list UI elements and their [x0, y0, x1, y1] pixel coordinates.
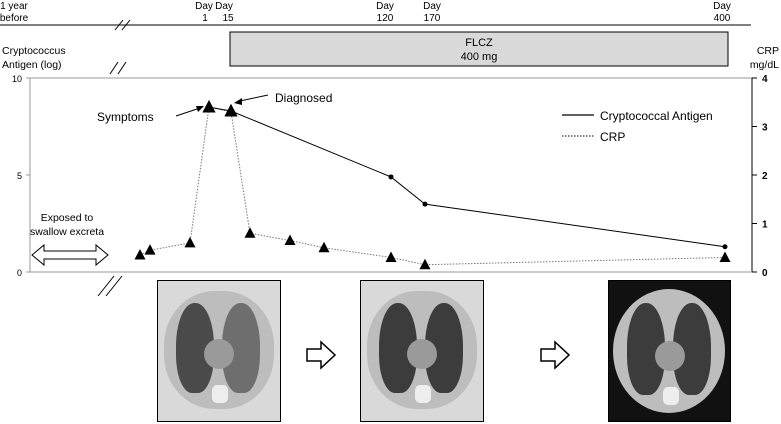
- crp-data-point: [144, 244, 156, 255]
- ct-scan-day1: [157, 280, 281, 422]
- symptoms-arrowhead: [196, 106, 204, 112]
- exposed-label-line2: swallow excreta: [30, 226, 104, 238]
- timeline-label-1-line2: 1: [202, 13, 208, 24]
- treatment-name: FLCZ: [465, 37, 493, 49]
- crp-data-point: [318, 241, 330, 253]
- timeline-break: [114, 19, 131, 31]
- antigen-data-point: [422, 201, 428, 207]
- timeline-label-5-line1: Day: [713, 1, 731, 12]
- timeline-label-2-line2: 15: [222, 13, 234, 24]
- left-axis-tick-label: 0: [17, 268, 22, 278]
- crp-data-point: [719, 251, 731, 262]
- antigen-data-point: [224, 103, 238, 117]
- progress-arrow-1: [306, 340, 336, 370]
- diagnosed-arrowhead: [234, 98, 242, 105]
- exposed-label-line1: Exposed to: [41, 212, 94, 224]
- legend-antigen-label: Cryptococcal Antigen: [600, 109, 713, 123]
- axis-break-bottom: [97, 275, 123, 297]
- ct-scan-day400: [608, 280, 731, 422]
- crp-data-point: [385, 251, 397, 262]
- crp-data-point: [184, 236, 196, 248]
- diagnosed-label: Diagnosed: [275, 91, 332, 105]
- timeline-label-3-line1: Day: [376, 1, 394, 12]
- ct-scan-day170: [360, 280, 484, 422]
- treatment-bar: [229, 31, 729, 67]
- axis-break-top: [109, 61, 127, 75]
- progress-arrow-2: [540, 340, 570, 370]
- left-axis-title-line2: Antigen (log): [2, 59, 62, 71]
- exposure-double-arrow: [31, 243, 109, 267]
- left-axis-tick-label: 10: [12, 74, 22, 84]
- crp-data-point: [419, 258, 431, 270]
- right-axis-tick-label: 2: [762, 171, 768, 182]
- antigen-series-line: [208, 106, 726, 248]
- timeline-label-4-line2: 170: [424, 13, 441, 24]
- right-axis-tick-label: 0: [762, 268, 768, 279]
- crp-data-point: [244, 227, 256, 238]
- antigen-data-point: [202, 99, 216, 113]
- legend-crp-label: CRP: [600, 130, 625, 144]
- left-axis-tick-label: 5: [17, 171, 22, 181]
- left-axis-title-line1: Cryptococcus: [2, 45, 66, 57]
- right-axis-tick-label: 3: [762, 123, 768, 134]
- symptoms-label: Symptoms: [97, 110, 154, 124]
- right-axis-title-line2: mg/dL: [750, 59, 779, 71]
- timeline-label-3-line2: 120: [377, 13, 394, 24]
- symptoms-arrow-line: [175, 107, 201, 117]
- timeline-label-5-line2: 400: [714, 13, 731, 24]
- timeline-label-0-line1: 1 year: [0, 1, 28, 12]
- timeline-label-1-line1: Day: [195, 1, 213, 12]
- right-axis-title-line1: CRP: [757, 45, 779, 57]
- antigen-data-point: [388, 174, 394, 180]
- diagnosed-arrow-line: [239, 94, 269, 102]
- treatment-dose: 400 mg: [461, 51, 498, 63]
- timeline-label-4-line1: Day: [423, 1, 441, 12]
- antigen-data-point: [722, 244, 728, 250]
- crp-series-line: [139, 106, 726, 266]
- right-axis-tick-label: 4: [762, 74, 768, 85]
- crp-data-point: [134, 249, 146, 260]
- timeline-label-0-line2: before: [0, 13, 29, 24]
- timeline-label-2-line1: Day: [215, 1, 233, 12]
- right-axis-tick-label: 1: [762, 220, 768, 231]
- crp-data-point: [284, 234, 296, 245]
